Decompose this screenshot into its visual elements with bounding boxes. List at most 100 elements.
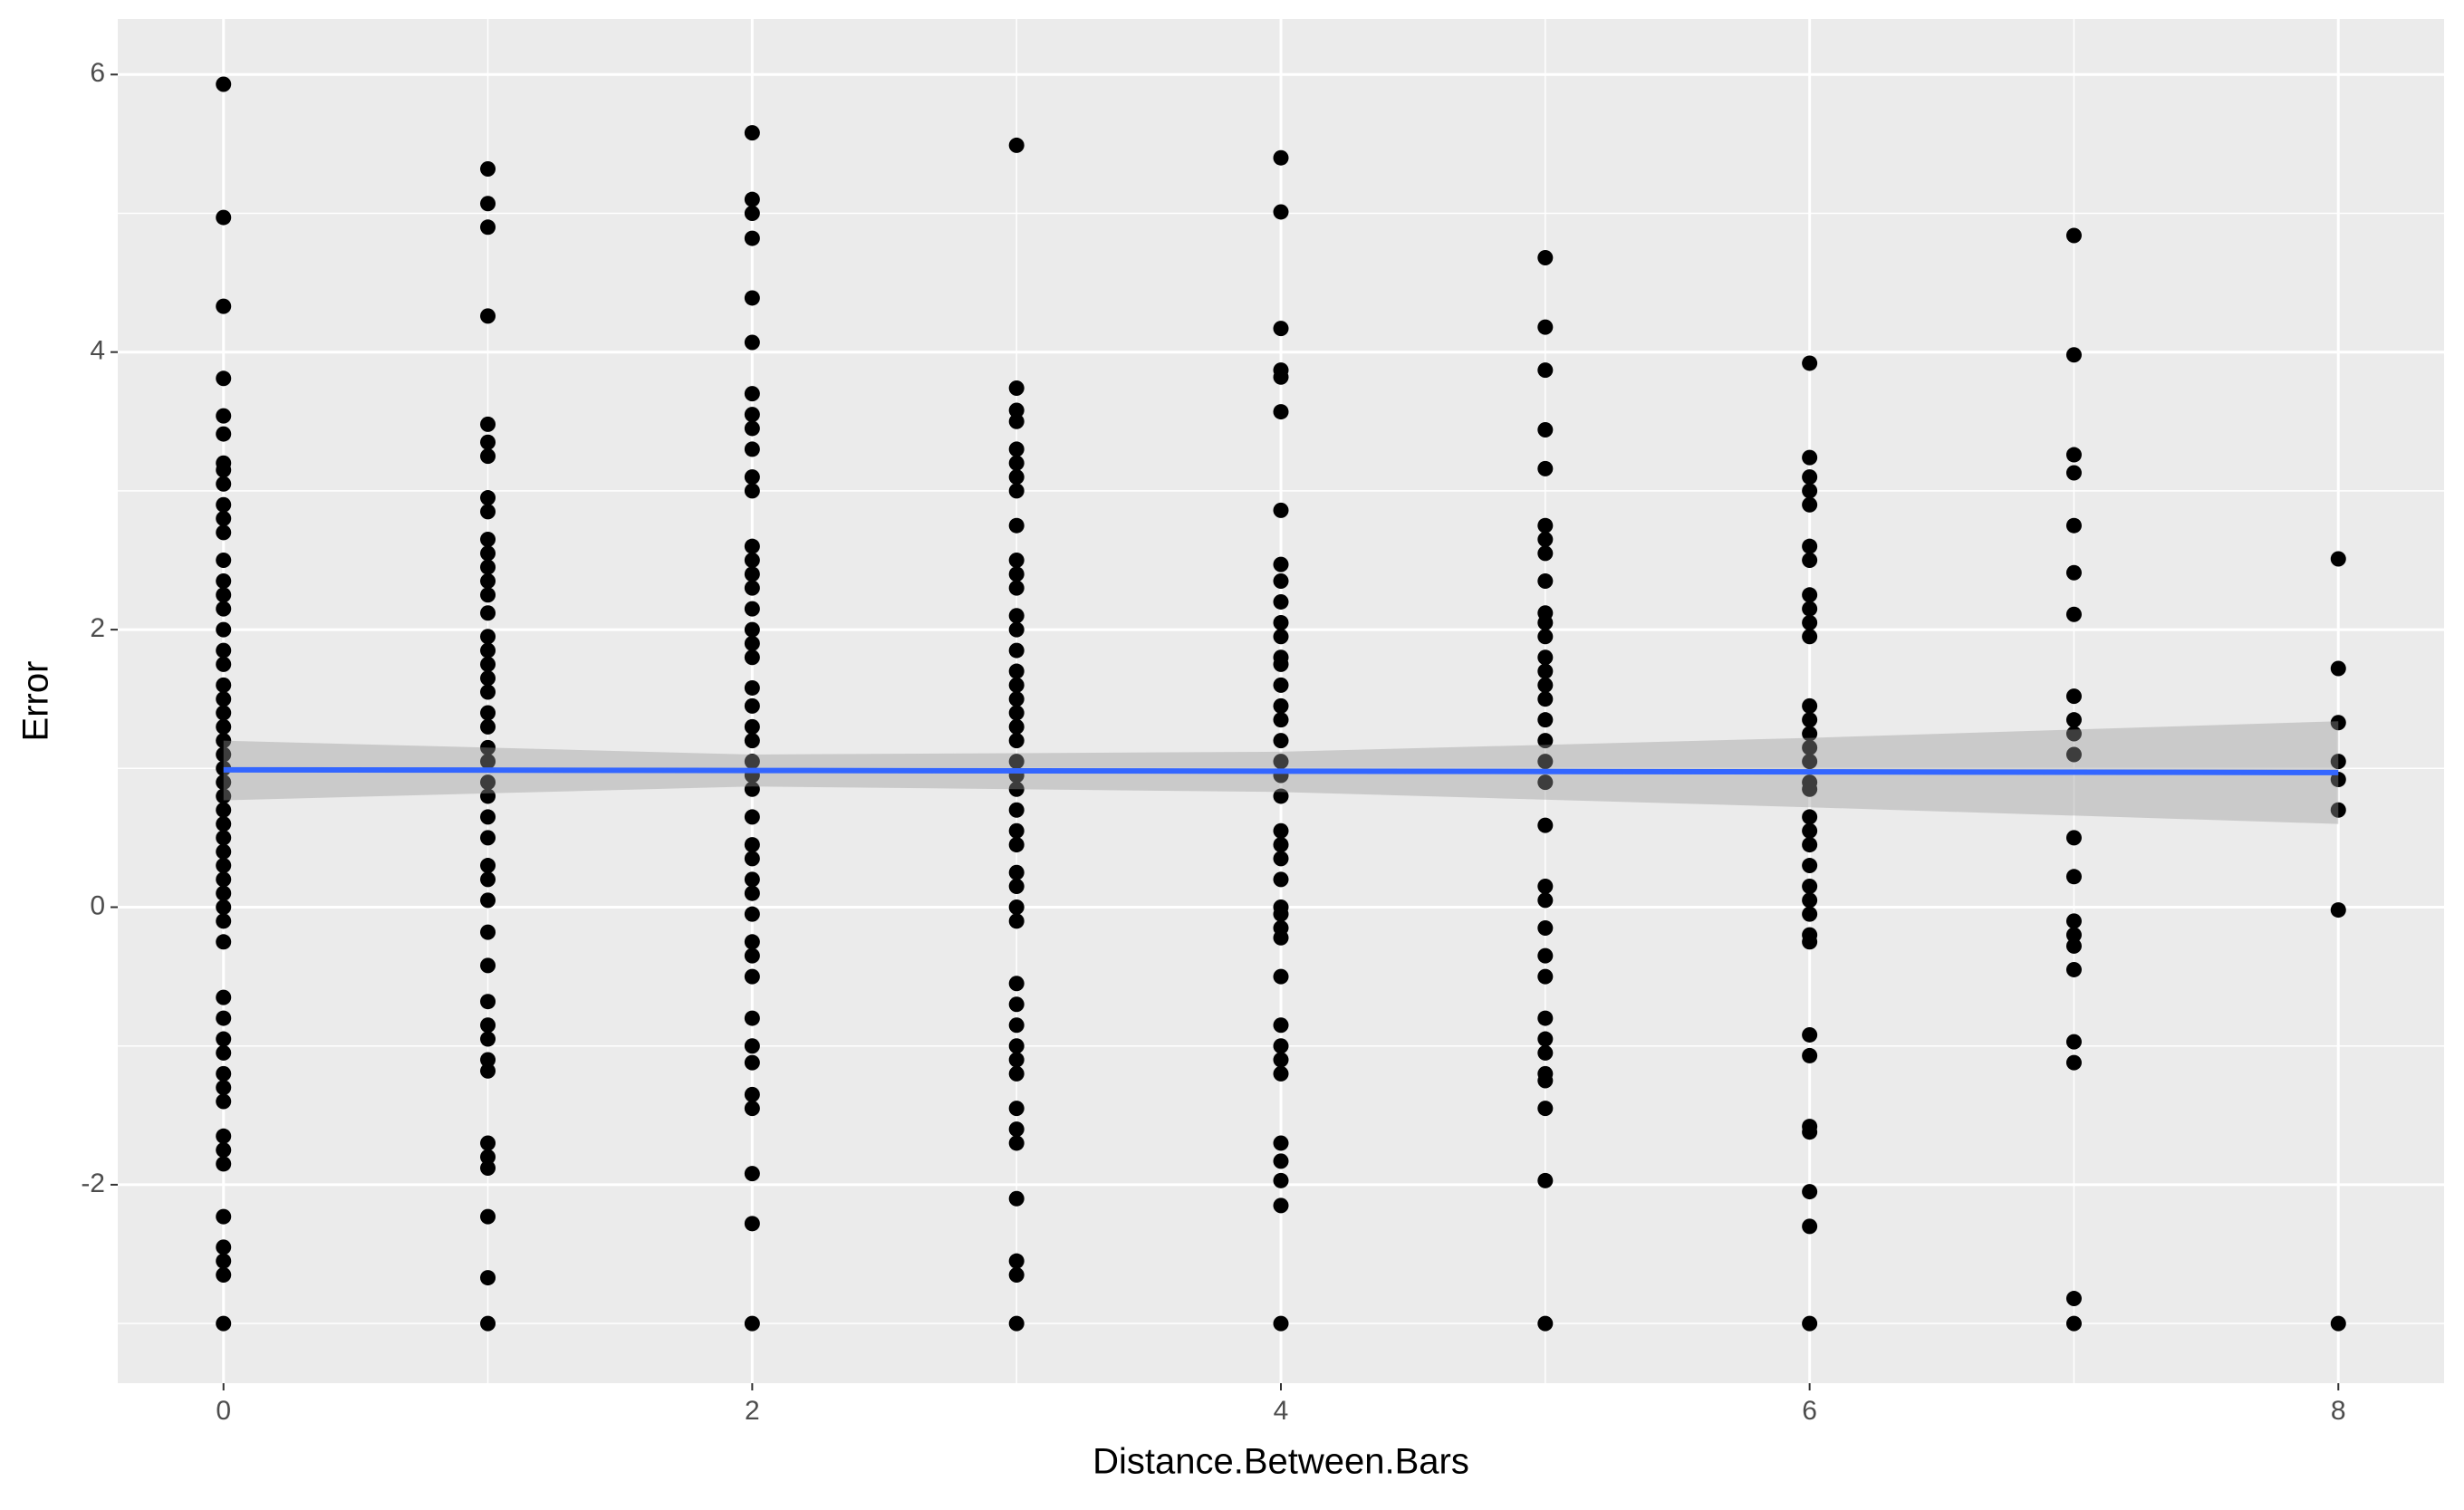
point	[2065, 447, 2082, 463]
point	[480, 1160, 496, 1177]
point	[480, 670, 496, 687]
point	[1802, 1047, 1818, 1063]
point	[1537, 532, 1554, 548]
point	[216, 621, 232, 638]
point	[480, 774, 496, 791]
point	[1273, 788, 1289, 804]
point	[2065, 1034, 2082, 1050]
point	[1802, 858, 1818, 874]
point	[216, 656, 232, 672]
point	[1802, 906, 1818, 922]
point	[1273, 837, 1289, 853]
point	[1008, 380, 1025, 397]
point	[216, 552, 232, 568]
x-tick-label: 0	[216, 1396, 231, 1426]
point	[480, 416, 496, 432]
point	[480, 924, 496, 940]
point	[480, 642, 496, 659]
point	[744, 649, 760, 666]
point	[2330, 802, 2346, 818]
point	[216, 871, 232, 888]
point	[480, 1270, 496, 1286]
point	[1537, 1072, 1554, 1089]
point	[1008, 733, 1025, 749]
point	[1537, 250, 1554, 266]
point	[1008, 1267, 1025, 1284]
point	[216, 858, 232, 874]
point	[1802, 587, 1818, 603]
point	[1537, 774, 1554, 791]
point	[216, 601, 232, 617]
point	[1008, 566, 1025, 582]
point	[1802, 1218, 1818, 1235]
point	[1008, 642, 1025, 659]
point	[480, 434, 496, 450]
point	[744, 552, 760, 568]
point	[1802, 469, 1818, 486]
point	[216, 426, 232, 442]
point	[216, 989, 232, 1005]
point	[1008, 691, 1025, 707]
point	[744, 441, 760, 457]
point	[1537, 545, 1554, 562]
point	[480, 1135, 496, 1151]
point	[1008, 1052, 1025, 1068]
point	[1273, 968, 1289, 985]
point	[216, 642, 232, 659]
point	[744, 1010, 760, 1026]
point	[2330, 902, 2346, 919]
point	[1802, 739, 1818, 755]
point	[216, 298, 232, 314]
point	[1273, 822, 1289, 839]
point	[1537, 817, 1554, 833]
point	[1008, 1038, 1025, 1054]
point	[216, 1080, 232, 1096]
point	[744, 1054, 760, 1071]
point	[216, 718, 232, 735]
point	[1537, 754, 1554, 770]
point	[1537, 892, 1554, 909]
point	[1273, 929, 1289, 946]
point	[216, 1093, 232, 1110]
point	[744, 334, 760, 351]
point	[480, 448, 496, 465]
point	[1802, 879, 1818, 895]
point	[1802, 712, 1818, 728]
point	[744, 781, 760, 797]
point	[1008, 996, 1025, 1013]
point	[1802, 496, 1818, 513]
point	[216, 209, 232, 226]
point	[1802, 697, 1818, 714]
y-tick-label: 6	[90, 58, 105, 88]
point	[216, 691, 232, 707]
point	[1273, 1172, 1289, 1188]
point	[216, 885, 232, 901]
point	[2065, 1054, 2082, 1071]
point	[1802, 1184, 1818, 1200]
point	[744, 906, 760, 922]
point	[2065, 465, 2082, 481]
point	[216, 76, 232, 92]
point	[480, 809, 496, 825]
point	[480, 1017, 496, 1034]
point	[480, 892, 496, 909]
point	[744, 566, 760, 582]
point	[1008, 1190, 1025, 1207]
point	[480, 1052, 496, 1068]
point	[1008, 802, 1025, 818]
point	[744, 601, 760, 617]
point	[2065, 1291, 2082, 1307]
point	[480, 705, 496, 721]
point	[1008, 441, 1025, 457]
point	[1008, 455, 1025, 471]
point	[2065, 347, 2082, 363]
point	[1802, 552, 1818, 568]
point	[1802, 538, 1818, 554]
point	[1537, 691, 1554, 707]
point	[1273, 404, 1289, 420]
point	[1537, 677, 1554, 693]
point	[1537, 319, 1554, 335]
point	[1008, 864, 1025, 880]
point	[216, 1208, 232, 1225]
point	[216, 774, 232, 791]
